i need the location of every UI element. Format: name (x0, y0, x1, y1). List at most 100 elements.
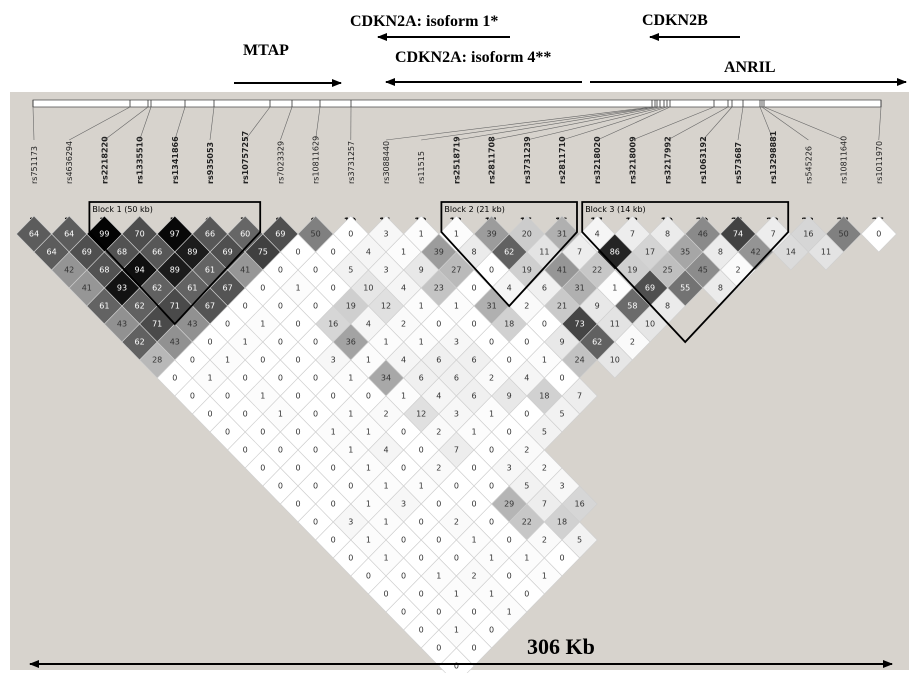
svg-text:0: 0 (295, 320, 300, 329)
svg-text:70: 70 (135, 230, 145, 239)
snp-id-label: rs2811708 (488, 136, 497, 184)
svg-text:1: 1 (542, 572, 547, 581)
snp-id-label: rs3218020 (593, 136, 602, 184)
svg-text:1: 1 (489, 554, 494, 563)
svg-text:3: 3 (383, 266, 388, 275)
svg-text:0: 0 (313, 302, 318, 311)
svg-text:0: 0 (559, 554, 564, 563)
svg-text:0: 0 (471, 644, 476, 653)
svg-text:0: 0 (243, 302, 248, 311)
svg-text:19: 19 (522, 266, 532, 275)
svg-text:1: 1 (260, 320, 265, 329)
svg-text:1: 1 (260, 392, 265, 401)
svg-text:1: 1 (489, 590, 494, 599)
svg-text:0: 0 (331, 500, 336, 509)
svg-text:3: 3 (454, 338, 459, 347)
svg-text:1: 1 (419, 482, 424, 491)
ld-cell: 10 (596, 341, 633, 379)
connector-line (878, 106, 882, 141)
connector-line (456, 106, 658, 141)
svg-text:0: 0 (436, 500, 441, 509)
svg-text:0: 0 (313, 410, 318, 419)
svg-text:0: 0 (313, 446, 318, 455)
svg-text:0: 0 (489, 338, 494, 347)
gene-label-mtap: MTAP (243, 42, 289, 59)
svg-text:58: 58 (627, 302, 637, 311)
svg-text:0: 0 (507, 572, 512, 581)
position-ticks (32, 100, 882, 141)
svg-text:1: 1 (419, 338, 424, 347)
svg-text:39: 39 (434, 248, 444, 257)
svg-text:1: 1 (383, 518, 388, 527)
svg-text:1: 1 (383, 554, 388, 563)
svg-text:0: 0 (295, 392, 300, 401)
connector-line (759, 106, 774, 141)
svg-text:0: 0 (313, 482, 318, 491)
svg-text:1: 1 (366, 536, 371, 545)
svg-text:7: 7 (771, 230, 776, 239)
svg-text:4: 4 (401, 356, 406, 365)
snp-id-label: rs3731257 (347, 141, 356, 184)
svg-text:0: 0 (313, 374, 318, 383)
svg-text:0: 0 (419, 518, 424, 527)
svg-text:0: 0 (524, 410, 529, 419)
svg-text:1: 1 (454, 626, 459, 635)
connector-line (761, 106, 809, 141)
svg-text:39: 39 (487, 230, 497, 239)
svg-text:0: 0 (295, 500, 300, 509)
svg-text:2: 2 (401, 320, 406, 329)
svg-text:19: 19 (627, 266, 637, 275)
snp-id-label: rs3088440 (382, 141, 391, 184)
svg-text:35: 35 (680, 248, 690, 257)
svg-text:62: 62 (135, 338, 145, 347)
svg-text:71: 71 (152, 320, 162, 329)
svg-text:1: 1 (278, 410, 283, 419)
svg-text:5: 5 (542, 428, 547, 437)
svg-text:10: 10 (363, 284, 373, 293)
connector-line (702, 106, 733, 141)
svg-text:18: 18 (539, 392, 549, 401)
svg-text:0: 0 (243, 446, 248, 455)
svg-text:0: 0 (295, 356, 300, 365)
svg-text:2: 2 (542, 536, 547, 545)
svg-text:0: 0 (507, 536, 512, 545)
svg-text:0: 0 (401, 572, 406, 581)
svg-text:16: 16 (328, 320, 338, 329)
svg-text:1: 1 (507, 608, 512, 617)
svg-text:0: 0 (331, 248, 336, 257)
svg-text:2: 2 (630, 338, 635, 347)
svg-text:61: 61 (99, 302, 109, 311)
connector-line (174, 106, 186, 141)
svg-text:10: 10 (610, 356, 620, 365)
svg-text:1: 1 (383, 338, 388, 347)
svg-text:74: 74 (733, 230, 743, 239)
svg-text:43: 43 (117, 320, 127, 329)
gene-label-cdkn2a-isoform-4: CDKN2A: isoform 4** (395, 49, 551, 66)
gene-annotations: MTAP CDKN2A: isoform 1* CDKN2A: isoform … (234, 12, 907, 87)
svg-text:23: 23 (434, 284, 444, 293)
connector-line (526, 106, 665, 141)
svg-text:6: 6 (436, 356, 441, 365)
svg-text:66: 66 (152, 248, 162, 257)
svg-text:6: 6 (471, 356, 476, 365)
svg-text:0: 0 (295, 248, 300, 257)
svg-text:86: 86 (610, 248, 620, 257)
svg-text:0: 0 (436, 644, 441, 653)
haplotype-block-label: Block 1 (50 kb) (92, 205, 152, 214)
svg-text:0: 0 (559, 374, 564, 383)
svg-text:3: 3 (507, 464, 512, 473)
svg-text:0: 0 (366, 392, 371, 401)
svg-text:1: 1 (454, 230, 459, 239)
svg-text:64: 64 (47, 248, 57, 257)
svg-text:62: 62 (592, 338, 602, 347)
svg-text:0: 0 (419, 446, 424, 455)
svg-text:11: 11 (539, 248, 549, 257)
snp-id-label: rs2218220 (100, 136, 109, 184)
svg-text:0: 0 (260, 356, 265, 365)
svg-text:2: 2 (436, 464, 441, 473)
connector-line (632, 106, 715, 141)
svg-text:41: 41 (240, 266, 250, 275)
svg-text:2: 2 (383, 410, 388, 419)
svg-text:31: 31 (575, 284, 585, 293)
svg-text:75: 75 (258, 248, 268, 257)
